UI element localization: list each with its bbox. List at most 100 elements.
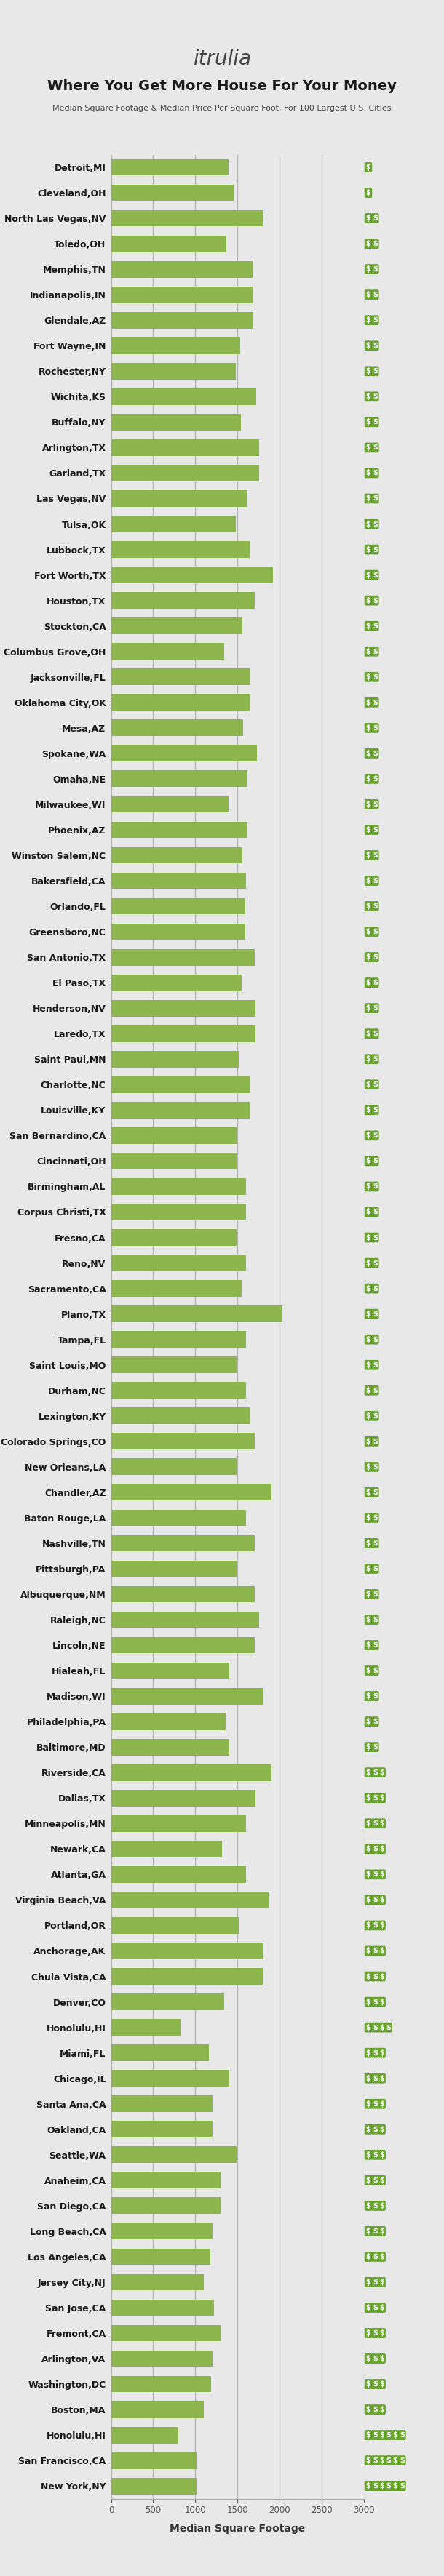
Bar [111, 1484, 271, 1502]
Text: $: $ [379, 1870, 384, 1878]
Text: $: $ [379, 2303, 384, 2311]
Text: $: $ [366, 953, 371, 961]
Text: $: $ [373, 1515, 377, 1522]
Bar [111, 1280, 242, 1296]
Bar [111, 2172, 221, 2190]
Text: $: $ [373, 1234, 377, 1242]
Text: $: $ [366, 417, 371, 425]
Text: $: $ [373, 1566, 377, 1571]
Text: $: $ [373, 672, 377, 680]
Text: $: $ [379, 2329, 384, 2336]
Text: $: $ [373, 1844, 377, 1852]
Bar [111, 1510, 246, 1525]
Bar [111, 1636, 254, 1654]
Text: $: $ [373, 1973, 377, 1981]
Text: $: $ [366, 1744, 371, 1752]
Text: $: $ [379, 2099, 384, 2107]
Bar [111, 2452, 196, 2468]
Text: $: $ [386, 2458, 391, 2465]
Bar [111, 1535, 254, 1551]
Bar [111, 541, 250, 559]
Text: $: $ [373, 827, 377, 835]
Text: $: $ [373, 2125, 377, 2133]
Text: $: $ [379, 2458, 384, 2465]
Bar [111, 2223, 212, 2239]
Bar [111, 1917, 238, 1935]
Text: $: $ [366, 876, 371, 884]
Bar [111, 415, 241, 430]
Text: $: $ [366, 1819, 371, 1826]
Text: $: $ [373, 1795, 377, 1801]
Text: $: $ [366, 2303, 371, 2311]
Text: $: $ [373, 1870, 377, 1878]
Text: $: $ [366, 598, 371, 605]
Text: $: $ [373, 2202, 377, 2210]
Text: $: $ [373, 1615, 377, 1623]
Bar [111, 1051, 238, 1066]
Bar [111, 2401, 204, 2419]
Text: $: $ [379, 2025, 384, 2030]
Text: $: $ [373, 1157, 377, 1164]
Text: $: $ [366, 291, 371, 299]
Text: $: $ [393, 2483, 398, 2488]
Text: $: $ [373, 1030, 377, 1038]
Text: $: $ [379, 1770, 384, 1777]
Text: $: $ [366, 1260, 371, 1267]
Bar [111, 2249, 210, 2264]
Bar [111, 2478, 196, 2494]
Text: $: $ [366, 979, 371, 987]
Bar [111, 185, 234, 201]
Text: $: $ [366, 1667, 371, 1674]
Text: $: $ [366, 188, 371, 196]
Bar [111, 440, 259, 456]
Bar [111, 2094, 212, 2112]
Bar [111, 999, 255, 1018]
Bar [111, 1358, 238, 1373]
Text: $: $ [393, 2432, 398, 2439]
Text: $: $ [366, 2329, 371, 2336]
Text: $: $ [379, 2151, 384, 2159]
Text: $: $ [366, 1770, 371, 1777]
Text: $: $ [373, 2329, 377, 2336]
Bar [111, 363, 236, 379]
Bar [111, 1994, 224, 2009]
Text: $: $ [400, 2432, 404, 2439]
Bar [111, 770, 248, 788]
Text: $: $ [400, 2458, 404, 2465]
Text: $: $ [379, 2406, 384, 2414]
Text: $: $ [366, 1337, 371, 1342]
Bar [111, 719, 243, 737]
Bar [111, 464, 259, 482]
Text: $: $ [379, 1844, 384, 1852]
Bar [111, 1662, 229, 1680]
Bar [111, 286, 253, 304]
Text: $: $ [366, 2380, 371, 2388]
Text: $: $ [373, 1667, 377, 1674]
Text: $: $ [379, 2048, 384, 2056]
Bar [111, 1332, 246, 1347]
Text: $: $ [366, 443, 371, 451]
Text: $: $ [366, 495, 371, 502]
Bar [111, 2427, 178, 2442]
Bar [111, 1713, 226, 1731]
Text: $: $ [373, 1589, 377, 1597]
Text: $: $ [366, 927, 371, 935]
Text: $: $ [373, 2406, 377, 2414]
Text: $: $ [379, 2202, 384, 2210]
Text: $: $ [373, 1412, 377, 1419]
Text: $: $ [366, 368, 371, 374]
Text: $: $ [366, 1515, 371, 1522]
Text: $: $ [373, 853, 377, 858]
Bar [111, 567, 273, 582]
Bar [111, 2045, 209, 2061]
Text: $: $ [366, 750, 371, 757]
Bar [111, 2275, 204, 2290]
Text: $: $ [373, 902, 377, 909]
Text: $: $ [366, 1412, 371, 1419]
Text: $: $ [366, 1718, 371, 1726]
Text: $: $ [373, 2380, 377, 2388]
Text: $: $ [366, 394, 371, 399]
Bar [111, 389, 256, 404]
Text: $: $ [366, 1844, 371, 1852]
Bar [111, 1613, 259, 1628]
